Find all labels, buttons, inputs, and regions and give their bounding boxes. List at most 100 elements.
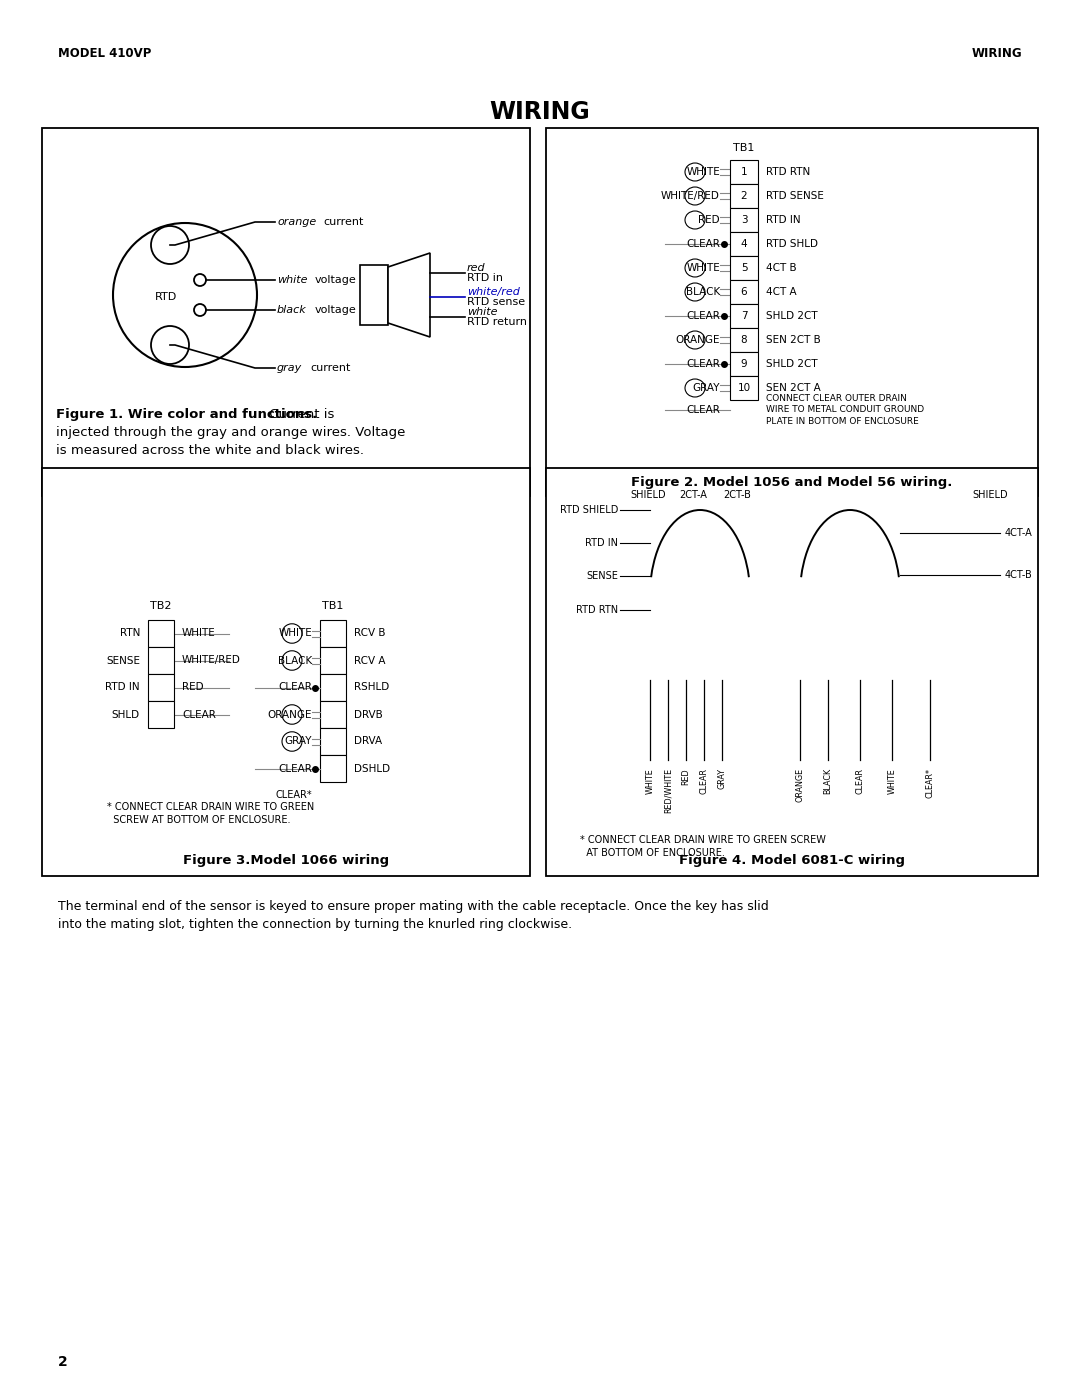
Text: orange: orange [276, 217, 316, 226]
Text: CLEAR: CLEAR [183, 710, 216, 719]
Text: RED: RED [699, 215, 720, 225]
Text: 4CT-A: 4CT-A [1005, 528, 1032, 538]
Ellipse shape [685, 258, 705, 277]
Text: RED: RED [681, 768, 690, 785]
Text: CLEAR: CLEAR [686, 312, 720, 321]
Bar [320, 701, 346, 728]
Bar [730, 376, 758, 400]
Text: The terminal end of the sensor is keyed to ensure proper mating with the cable r: The terminal end of the sensor is keyed … [58, 900, 769, 914]
Text: CLEAR: CLEAR [855, 768, 864, 793]
Text: BLACK: BLACK [278, 655, 312, 665]
Text: RCV B: RCV B [354, 629, 386, 638]
Text: SHLD 2CT: SHLD 2CT [766, 312, 818, 321]
Text: GRAY: GRAY [717, 768, 727, 789]
Text: RCV A: RCV A [354, 655, 386, 665]
Text: DSHLD: DSHLD [354, 764, 390, 774]
Text: RTN: RTN [120, 629, 140, 638]
Text: Figure 4. Model 6081-C wiring: Figure 4. Model 6081-C wiring [679, 854, 905, 868]
Text: 10: 10 [738, 383, 751, 393]
Text: 5: 5 [741, 263, 747, 272]
Text: Figure 2. Model 1056 and Model 56 wiring.: Figure 2. Model 1056 and Model 56 wiring… [632, 476, 953, 489]
Text: RTD in: RTD in [467, 272, 503, 284]
Ellipse shape [685, 187, 705, 205]
Text: DRVA: DRVA [354, 736, 382, 746]
Text: TB1: TB1 [733, 142, 755, 154]
Text: CLEAR: CLEAR [686, 239, 720, 249]
Ellipse shape [282, 624, 302, 643]
Text: WHITE: WHITE [686, 263, 720, 272]
Text: 4CT-B: 4CT-B [1005, 570, 1032, 580]
Text: WIRING: WIRING [489, 101, 591, 124]
Text: RTD SENSE: RTD SENSE [766, 191, 824, 201]
Bar [730, 352, 758, 376]
Text: BLACK: BLACK [824, 768, 833, 793]
Text: WHITE: WHITE [686, 168, 720, 177]
Text: CONNECT CLEAR OUTER DRAIN
WIRE TO METAL CONDUIT GROUND
PLATE IN BOTTOM OF ENCLOS: CONNECT CLEAR OUTER DRAIN WIRE TO METAL … [766, 394, 924, 426]
Text: ORANGE: ORANGE [268, 710, 312, 719]
Text: CLEAR*: CLEAR* [926, 768, 934, 798]
Ellipse shape [282, 651, 302, 671]
Text: voltage: voltage [315, 275, 356, 285]
Text: RED/WHITE: RED/WHITE [663, 768, 673, 813]
Bar [730, 305, 758, 328]
Text: 4: 4 [741, 239, 747, 249]
Bar [42, 468, 530, 876]
Text: injected through the gray and orange wires. Voltage: injected through the gray and orange wir… [56, 426, 405, 439]
Bar [360, 265, 388, 326]
Text: WHITE: WHITE [279, 629, 312, 638]
Text: SEN 2CT A: SEN 2CT A [766, 383, 821, 393]
Text: 1: 1 [741, 168, 747, 177]
Text: MODEL 410VP: MODEL 410VP [58, 47, 151, 60]
Text: into the mating slot, tighten the connection by turning the knurled ring clockwi: into the mating slot, tighten the connec… [58, 918, 572, 930]
Bar [546, 468, 1038, 876]
Bar [42, 129, 530, 496]
Circle shape [194, 274, 206, 286]
Text: WHITE/RED: WHITE/RED [183, 655, 241, 665]
Text: RTD: RTD [156, 292, 177, 302]
Circle shape [151, 226, 189, 264]
Text: WHITE/RED: WHITE/RED [661, 191, 720, 201]
Text: RTD RTN: RTD RTN [576, 605, 618, 615]
Text: Figure 1. Wire color and functions.: Figure 1. Wire color and functions. [56, 408, 318, 420]
Text: 9: 9 [741, 359, 747, 369]
Text: RED: RED [183, 683, 204, 693]
Text: SHLD 2CT: SHLD 2CT [766, 359, 818, 369]
Bar [148, 620, 174, 647]
Text: SENSE: SENSE [106, 655, 140, 665]
Polygon shape [388, 253, 430, 337]
Text: 3: 3 [741, 215, 747, 225]
Text: current: current [310, 363, 350, 373]
Text: Current is: Current is [265, 408, 335, 420]
Text: GRAY: GRAY [692, 383, 720, 393]
Bar [730, 256, 758, 279]
Bar [730, 279, 758, 305]
Text: 2: 2 [741, 191, 747, 201]
Ellipse shape [685, 163, 705, 182]
Bar [730, 232, 758, 256]
Text: RTD SHLD: RTD SHLD [766, 239, 818, 249]
Text: SHIELD: SHIELD [631, 490, 665, 500]
Text: * CONNECT CLEAR DRAIN WIRE TO GREEN SCREW
  AT BOTTOM OF ENCLOSURE.: * CONNECT CLEAR DRAIN WIRE TO GREEN SCRE… [580, 835, 826, 858]
Bar [320, 647, 346, 673]
Text: RTD SHIELD: RTD SHIELD [559, 504, 618, 515]
Text: WHITE: WHITE [183, 629, 216, 638]
Text: black: black [276, 305, 307, 314]
Text: WIRING: WIRING [971, 47, 1022, 60]
Text: 7: 7 [741, 312, 747, 321]
Text: RTD IN: RTD IN [106, 683, 140, 693]
Text: GRAY: GRAY [284, 736, 312, 746]
Text: red: red [467, 263, 486, 272]
Circle shape [151, 326, 189, 365]
Text: RTD IN: RTD IN [766, 215, 800, 225]
Text: Figure 3.Model 1066 wiring: Figure 3.Model 1066 wiring [183, 854, 389, 868]
Text: 4CT A: 4CT A [766, 286, 797, 298]
Text: RTD IN: RTD IN [585, 538, 618, 548]
Ellipse shape [685, 284, 705, 300]
Ellipse shape [282, 704, 302, 724]
Text: is measured across the white and black wires.: is measured across the white and black w… [56, 444, 364, 457]
Text: TB1: TB1 [322, 601, 343, 610]
Circle shape [113, 224, 257, 367]
Bar [148, 673, 174, 701]
Ellipse shape [685, 331, 705, 349]
Text: current: current [323, 217, 363, 226]
